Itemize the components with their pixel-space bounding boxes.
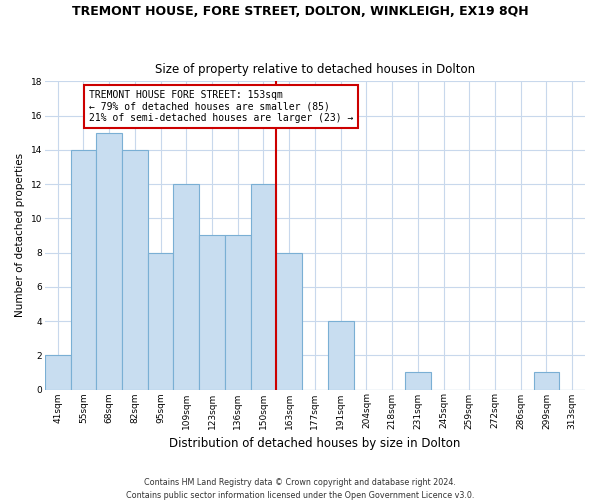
Y-axis label: Number of detached properties: Number of detached properties — [15, 154, 25, 318]
Bar — [251, 184, 277, 390]
Bar — [277, 252, 302, 390]
Bar — [71, 150, 96, 390]
Bar — [225, 236, 251, 390]
Bar — [173, 184, 199, 390]
Bar — [122, 150, 148, 390]
Bar — [96, 132, 122, 390]
Text: TREMONT HOUSE FORE STREET: 153sqm
← 79% of detached houses are smaller (85)
21% : TREMONT HOUSE FORE STREET: 153sqm ← 79% … — [89, 90, 353, 123]
X-axis label: Distribution of detached houses by size in Dolton: Distribution of detached houses by size … — [169, 437, 461, 450]
Bar — [328, 321, 353, 390]
Bar — [199, 236, 225, 390]
Text: TREMONT HOUSE, FORE STREET, DOLTON, WINKLEIGH, EX19 8QH: TREMONT HOUSE, FORE STREET, DOLTON, WINK… — [71, 5, 529, 18]
Title: Size of property relative to detached houses in Dolton: Size of property relative to detached ho… — [155, 63, 475, 76]
Bar — [533, 372, 559, 390]
Bar — [45, 356, 71, 390]
Text: Contains HM Land Registry data © Crown copyright and database right 2024.
Contai: Contains HM Land Registry data © Crown c… — [126, 478, 474, 500]
Bar — [405, 372, 431, 390]
Bar — [148, 252, 173, 390]
